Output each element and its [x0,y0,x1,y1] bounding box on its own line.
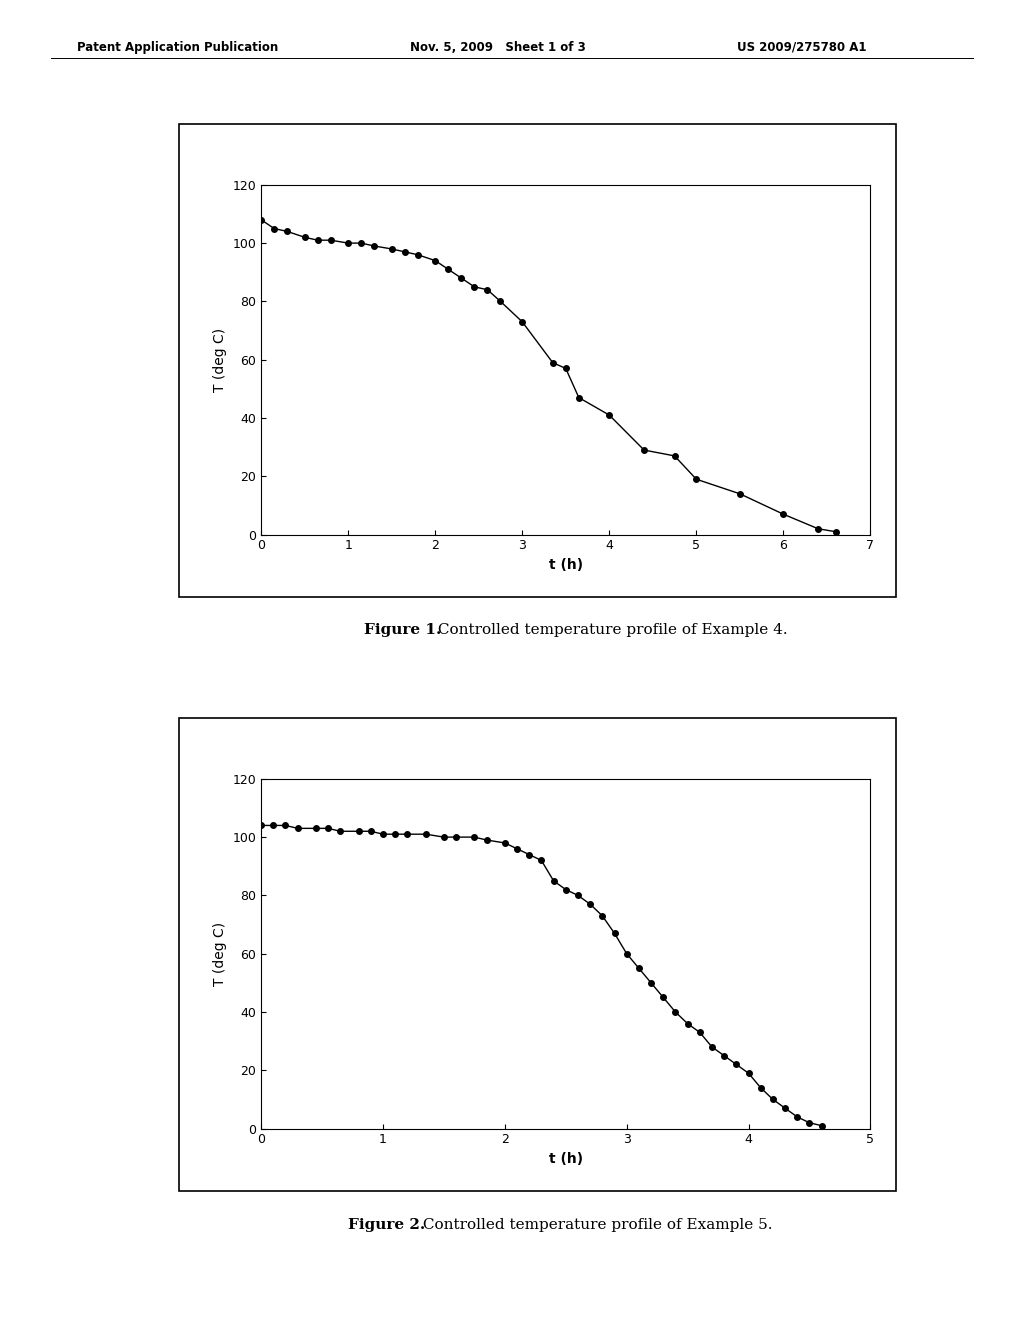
Text: Figure 2.: Figure 2. [348,1218,425,1233]
Y-axis label: T (deg C): T (deg C) [213,921,227,986]
Text: Nov. 5, 2009   Sheet 1 of 3: Nov. 5, 2009 Sheet 1 of 3 [410,41,586,54]
Text: Figure 1.: Figure 1. [364,623,441,638]
Text: Controlled temperature profile of Example 4.: Controlled temperature profile of Exampl… [433,623,787,638]
Text: Controlled temperature profile of Example 5.: Controlled temperature profile of Exampl… [418,1218,772,1233]
Text: US 2009/275780 A1: US 2009/275780 A1 [737,41,866,54]
Text: Patent Application Publication: Patent Application Publication [77,41,279,54]
Y-axis label: T (deg C): T (deg C) [213,327,227,392]
X-axis label: t (h): t (h) [549,1152,583,1166]
X-axis label: t (h): t (h) [549,558,583,572]
